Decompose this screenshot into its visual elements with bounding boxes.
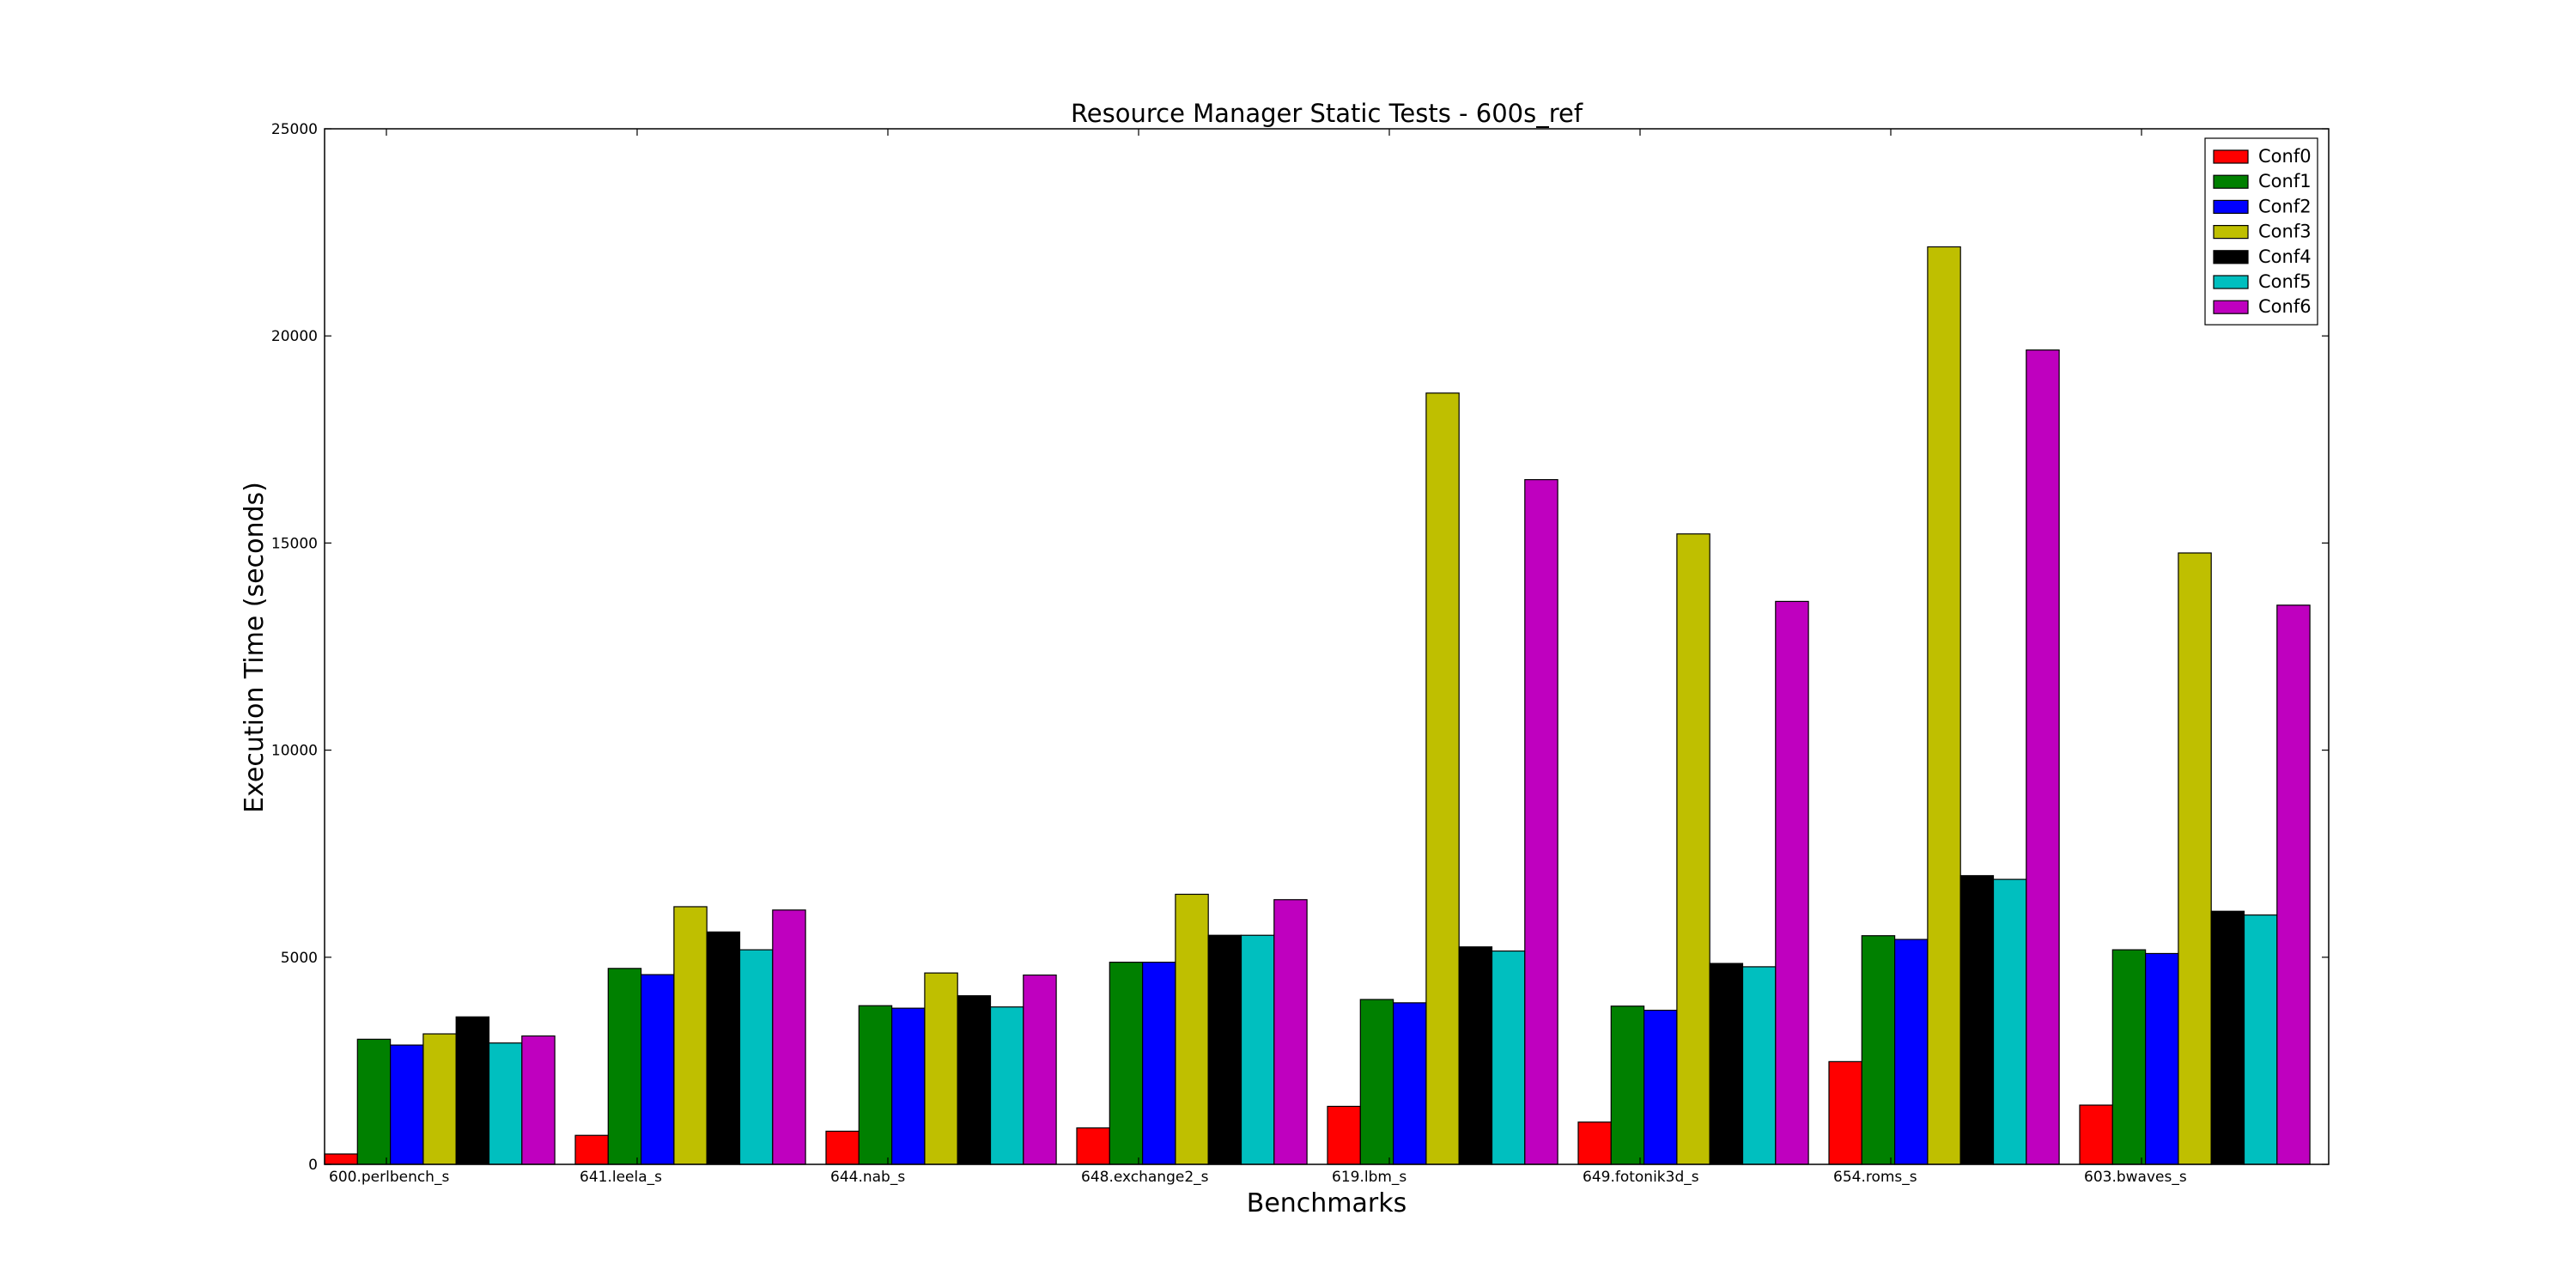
legend-label-conf0: Conf0 bbox=[2258, 146, 2312, 167]
bar-conf6-7 bbox=[2276, 605, 2311, 1165]
x-axis-label: Benchmarks bbox=[1247, 1188, 1407, 1218]
bar-conf2-5 bbox=[1643, 1009, 1678, 1165]
bar-conf5-3 bbox=[1240, 934, 1275, 1165]
bar-conf3-1 bbox=[673, 906, 708, 1165]
y-tick-label: 15000 bbox=[271, 535, 318, 552]
x-tick-label: 603.bwaves_s bbox=[2084, 1169, 2187, 1186]
bar-conf3-4 bbox=[1425, 392, 1460, 1165]
bar-conf1-1 bbox=[607, 968, 642, 1165]
legend-swatch-conf5 bbox=[2213, 275, 2249, 289]
bar-conf2-0 bbox=[390, 1044, 424, 1165]
bar-conf5-2 bbox=[989, 1006, 1024, 1165]
x-tick-label: 649.fotonik3d_s bbox=[1583, 1169, 1699, 1186]
legend-swatch-conf3 bbox=[2213, 225, 2249, 240]
bar-conf1-2 bbox=[858, 1005, 893, 1165]
legend: Conf0 Conf1 Conf2 Conf3 Conf4 Conf5 Conf6 bbox=[2204, 137, 2318, 325]
bar-conf0-5 bbox=[1577, 1121, 1612, 1165]
legend-swatch-conf2 bbox=[2213, 199, 2249, 214]
bar-conf4-1 bbox=[706, 931, 741, 1165]
ticks-layer: 600.perlbench_s 641.leela_s 644.nab_s 648.e… bbox=[271, 121, 2329, 1186]
bar-conf0-2 bbox=[825, 1130, 860, 1165]
bar-conf6-2 bbox=[1023, 974, 1057, 1165]
bar-conf0-1 bbox=[574, 1134, 609, 1165]
bar-conf4-7 bbox=[2210, 910, 2245, 1165]
bar-conf3-0 bbox=[422, 1033, 457, 1165]
bar-conf1-0 bbox=[356, 1038, 392, 1165]
bar-conf2-3 bbox=[1141, 961, 1176, 1165]
x-tick-label: 600.perlbench_s bbox=[329, 1169, 449, 1186]
bar-conf4-4 bbox=[1458, 946, 1493, 1165]
bar-conf0-0 bbox=[324, 1153, 358, 1165]
bar-conf1-7 bbox=[2111, 949, 2147, 1165]
legend-swatch-conf6 bbox=[2213, 300, 2249, 314]
bar-conf3-2 bbox=[924, 972, 958, 1165]
bar-conf5-1 bbox=[738, 949, 774, 1165]
bar-conf4-5 bbox=[1709, 963, 1744, 1165]
legend-label-conf5: Conf5 bbox=[2258, 271, 2312, 292]
bar-conf5-4 bbox=[1491, 950, 1526, 1165]
x-tick-label: 619.lbm_s bbox=[1332, 1169, 1406, 1186]
x-tick-label: 654.roms_s bbox=[1833, 1169, 1917, 1186]
bar-conf6-3 bbox=[1273, 899, 1308, 1165]
bar-conf3-7 bbox=[2178, 552, 2212, 1165]
legend-swatch-conf1 bbox=[2213, 174, 2249, 189]
legend-swatch-conf4 bbox=[2213, 250, 2249, 264]
bar-conf2-6 bbox=[1894, 939, 1929, 1165]
bar-conf4-2 bbox=[957, 995, 992, 1165]
plot-frame bbox=[324, 128, 2330, 1165]
bar-conf6-5 bbox=[1775, 600, 1809, 1165]
bar-conf4-0 bbox=[455, 1016, 490, 1165]
y-tick-label: 10000 bbox=[271, 743, 318, 760]
legend-label-conf6: Conf6 bbox=[2258, 296, 2312, 317]
legend-label-conf2: Conf2 bbox=[2258, 196, 2312, 216]
x-tick-label: 644.nab_s bbox=[830, 1169, 905, 1186]
bar-conf3-3 bbox=[1175, 893, 1209, 1165]
bar-conf5-0 bbox=[488, 1042, 523, 1165]
bar-conf1-3 bbox=[1109, 961, 1144, 1165]
y-tick-label: 0 bbox=[308, 1157, 318, 1174]
bar-conf2-4 bbox=[1392, 1002, 1427, 1165]
bar-conf6-4 bbox=[1524, 478, 1558, 1165]
legend-label-conf3: Conf3 bbox=[2258, 222, 2312, 242]
bar-conf2-1 bbox=[640, 974, 675, 1165]
bar-conf0-4 bbox=[1327, 1105, 1361, 1165]
y-axis-label: Execution Time (seconds) bbox=[240, 482, 270, 813]
bar-conf2-2 bbox=[890, 1007, 926, 1165]
x-tick-label: 641.leela_s bbox=[580, 1169, 662, 1186]
bar-conf0-7 bbox=[2079, 1104, 2113, 1165]
bar-conf5-6 bbox=[1992, 878, 2027, 1165]
chart-title: Resource Manager Static Tests - 600s_ref bbox=[1071, 99, 1583, 128]
y-tick-label: 20000 bbox=[271, 328, 318, 345]
y-tick-label: 5000 bbox=[281, 950, 318, 967]
bar-conf0-6 bbox=[1828, 1060, 1862, 1165]
bar-conf3-5 bbox=[1676, 533, 1710, 1165]
y-tick-label: 25000 bbox=[271, 121, 318, 138]
legend-label-conf4: Conf4 bbox=[2258, 246, 2312, 267]
bar-conf4-3 bbox=[1207, 934, 1242, 1165]
legend-swatch-conf0 bbox=[2213, 149, 2249, 164]
bar-conf2-7 bbox=[2145, 952, 2179, 1165]
bar-conf5-5 bbox=[1741, 966, 1777, 1165]
bar-conf6-0 bbox=[521, 1035, 556, 1165]
bar-conf3-6 bbox=[1927, 246, 1961, 1165]
bar-conf0-3 bbox=[1076, 1127, 1110, 1165]
legend-label-conf1: Conf1 bbox=[2258, 171, 2312, 191]
x-tick-label: 648.exchange2_s bbox=[1081, 1169, 1209, 1186]
bar-conf1-4 bbox=[1359, 999, 1394, 1165]
bar-conf1-6 bbox=[1861, 935, 1896, 1165]
bar-conf1-5 bbox=[1610, 1005, 1645, 1165]
bar-conf4-6 bbox=[1959, 875, 1995, 1165]
bar-conf6-1 bbox=[772, 909, 806, 1165]
bar-conf6-6 bbox=[2026, 349, 2060, 1165]
bars-layer bbox=[324, 246, 2311, 1165]
bar-conf5-7 bbox=[2243, 914, 2278, 1165]
